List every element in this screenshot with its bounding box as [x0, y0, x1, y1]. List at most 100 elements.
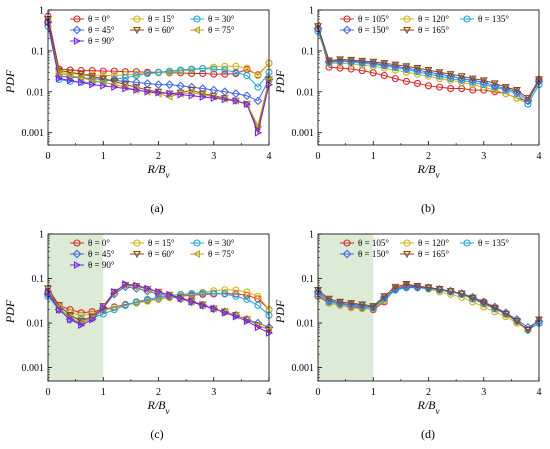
data-point: [122, 84, 130, 93]
x-tick-label: 2: [156, 387, 161, 398]
data-point: [347, 65, 355, 73]
legend-item: θ = 45°: [70, 249, 115, 259]
y-tick-label: 0.001: [292, 128, 315, 139]
data-point: [391, 283, 400, 292]
data-point: [99, 67, 107, 75]
panel-label: (a): [150, 201, 163, 215]
data-point: [122, 280, 130, 289]
data-point: [132, 77, 141, 87]
data-point: [154, 80, 163, 89]
data-point: [402, 282, 411, 292]
legend-label: θ = 135°: [478, 238, 509, 248]
data-point: [100, 81, 108, 90]
data-point: [121, 301, 129, 309]
series-line: [317, 283, 540, 331]
data-point: [100, 303, 108, 312]
legend-label: θ = 45°: [88, 249, 115, 259]
data-point: [458, 76, 466, 84]
data-point: [111, 83, 119, 92]
data-point: [480, 81, 488, 89]
data-point: [154, 68, 163, 76]
data-point: [176, 81, 185, 91]
data-point: [199, 301, 207, 310]
legend-label: θ = 90°: [88, 36, 115, 46]
data-point: [468, 75, 477, 83]
data-point: [143, 79, 152, 88]
legend-marker: [193, 15, 201, 23]
data-point: [457, 290, 466, 298]
legend-marker: [73, 37, 82, 45]
data-point: [155, 288, 163, 296]
x-tick-label: 1: [371, 387, 376, 398]
data-point: [413, 282, 422, 291]
data-point: [221, 70, 229, 78]
data-point: [501, 310, 510, 319]
data-point: [110, 306, 118, 314]
legend-marker: [343, 239, 351, 247]
legend: θ = 0° θ = 15° θ = 30° θ = 45° θ = 60° θ = 75…: [70, 14, 235, 46]
legend-label: θ = 165°: [418, 249, 449, 259]
data-point: [165, 80, 174, 89]
x-tick-label: 3: [211, 151, 216, 162]
legend-item: θ = 135°: [460, 14, 509, 24]
legend-marker: [73, 239, 81, 247]
legend-marker: [403, 26, 411, 35]
x-tick-label: 4: [267, 151, 272, 162]
legend-marker: [73, 261, 82, 269]
data-point: [143, 69, 151, 78]
data-point: [501, 84, 510, 92]
chart-panel: 0 1 2 3 4 0.001 0.01 0.1 1 PDF R/Bv θ = 105° θ = 120…: [273, 230, 544, 441]
data-point: [524, 326, 532, 335]
data-point: [232, 292, 240, 300]
data-point: [424, 82, 433, 90]
data-point: [469, 78, 477, 86]
data-point: [188, 289, 196, 298]
data-point: [379, 292, 389, 302]
data-point: [232, 68, 240, 76]
legend-item: θ = 105°: [340, 238, 389, 248]
data-point: [435, 83, 444, 91]
legend-item: θ = 120°: [400, 238, 449, 248]
data-point: [88, 76, 96, 85]
data-point: [490, 304, 499, 312]
data-point: [154, 295, 163, 303]
data-point: [221, 308, 229, 317]
y-tick-label: 0.001: [292, 363, 315, 374]
legend-marker: [192, 250, 201, 258]
data-point: [210, 94, 218, 103]
legend-item: θ = 0°: [70, 238, 110, 248]
x-tick-label: 4: [267, 387, 272, 398]
x-axis-label-subscript: v: [436, 170, 440, 180]
legend-item: θ = 45°: [70, 25, 115, 35]
y-tick-label: 0.1: [32, 46, 45, 57]
series-line: [47, 289, 270, 316]
data-point: [55, 74, 64, 83]
legend: θ = 0° θ = 15° θ = 30° θ = 45° θ = 60° θ = 75…: [70, 238, 235, 270]
legend-item: θ = 15°: [130, 238, 175, 248]
data-point: [254, 71, 262, 80]
data-point: [176, 89, 184, 98]
legend-item: θ = 60°: [130, 249, 175, 259]
y-tick-label: 1: [309, 6, 314, 17]
data-point: [413, 79, 422, 87]
data-point: [253, 96, 263, 106]
data-point: [77, 73, 85, 82]
legend-label: θ = 30°: [208, 14, 235, 24]
data-point: [457, 74, 467, 83]
data-point: [243, 100, 252, 109]
y-tick-label: 0.01: [297, 87, 315, 98]
data-point: [512, 318, 521, 326]
x-tick-label: 0: [316, 387, 321, 398]
legend-item: θ = 30°: [190, 14, 235, 24]
data-point: [132, 68, 140, 76]
y-tick-label: 0.01: [27, 87, 45, 98]
legend-label: θ = 75°: [208, 249, 235, 259]
data-point: [144, 284, 152, 293]
data-point: [188, 91, 196, 100]
x-axis-label: R/Bv: [147, 398, 170, 416]
x-tick-label: 3: [481, 151, 486, 162]
y-tick-label: 1: [309, 230, 314, 241]
chart-panel: 0 1 2 3 4 0.001 0.01 0.1 1 PDF R/Bv θ = 105° θ = 120…: [273, 6, 544, 215]
data-point: [55, 305, 64, 314]
data-point: [133, 281, 141, 290]
